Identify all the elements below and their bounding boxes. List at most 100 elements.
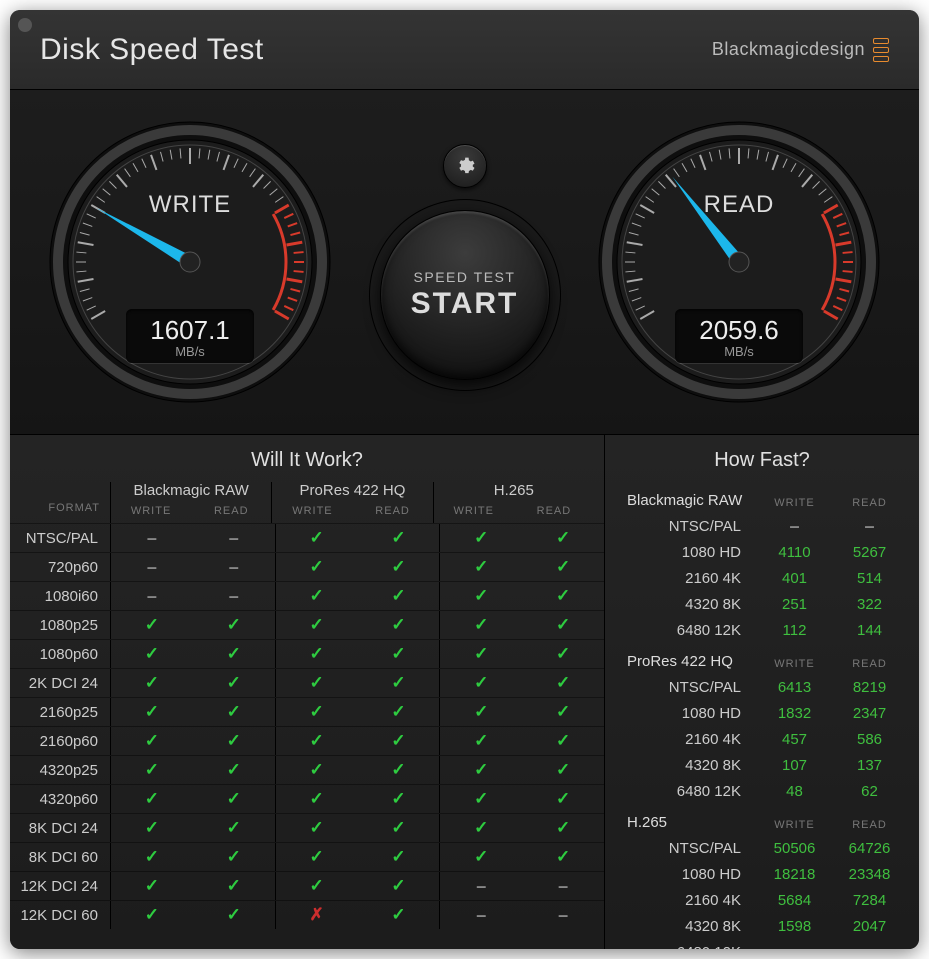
check-icon: ✓ [145, 847, 159, 867]
check-icon: ✓ [556, 760, 570, 780]
format-label: 1080i60 [10, 588, 110, 605]
format-label: 1080p60 [10, 646, 110, 663]
check-icon: ✓ [145, 818, 159, 838]
cell-group: ✓ ✓ [439, 785, 604, 813]
codec-header: Blackmagic RAW WRITEREAD [110, 482, 271, 523]
settings-button[interactable] [443, 144, 487, 188]
app-window: Disk Speed Test Blackmagicdesign WRITE 1… [10, 10, 919, 949]
dash-icon: – [476, 905, 486, 926]
cell-write: ✓ [440, 582, 522, 610]
app-title: Disk Speed Test [40, 33, 264, 67]
cell-group: ✓ ✓ [110, 727, 275, 755]
cell-group: ✓ ✓ [275, 524, 440, 552]
cell-group: – – [110, 553, 275, 581]
hf-write-value: 107 [757, 757, 832, 774]
cell-read: ✓ [193, 756, 275, 784]
check-icon: ✓ [227, 644, 241, 664]
format-label: 2160p25 [10, 704, 110, 721]
cell-group: ✓ ✓ [275, 640, 440, 668]
format-label: 4320p25 [10, 762, 110, 779]
table-row: 4320p60 ✓ ✓ ✓ ✓ ✓ ✓ [10, 784, 604, 813]
read-header: READ [191, 505, 271, 523]
cell-group: – – [110, 524, 275, 552]
format-label: NTSC/PAL [10, 530, 110, 547]
cell-write: ✓ [111, 640, 193, 668]
check-icon: ✓ [227, 702, 241, 722]
start-big-text: START [411, 287, 519, 321]
table-row: 8K DCI 24 ✓ ✓ ✓ ✓ ✓ ✓ [10, 813, 604, 842]
hf-read-value: 2347 [832, 705, 907, 722]
hf-read-value: 144 [832, 622, 907, 639]
check-icon: ✓ [309, 731, 323, 751]
cell-read: ✓ [522, 727, 604, 755]
cell-write: – [111, 524, 193, 552]
cell-read: ✓ [522, 553, 604, 581]
hf-format: 6480 12K [617, 783, 757, 800]
check-icon: ✓ [391, 615, 405, 635]
header: Disk Speed Test Blackmagicdesign [10, 10, 919, 90]
check-icon: ✓ [556, 528, 570, 548]
check-icon: ✓ [309, 847, 323, 867]
check-icon: ✓ [474, 615, 488, 635]
write-header: WRITE [757, 658, 832, 670]
check-icon: ✓ [391, 586, 405, 606]
check-icon: ✓ [309, 789, 323, 809]
hf-write-value: 18218 [757, 866, 832, 883]
write-header: WRITE [111, 505, 191, 523]
cell-read: – [522, 872, 604, 900]
hf-title: How Fast? [605, 435, 919, 482]
hf-write-value: 401 [757, 570, 832, 587]
hf-format: 4320 8K [617, 596, 757, 613]
hf-row: 4320 8K 1598 2047 [617, 913, 907, 939]
check-icon: ✓ [227, 673, 241, 693]
cell-group: ✓ ✓ [439, 553, 604, 581]
cell-group: ✓ ✓ [275, 785, 440, 813]
hf-row: 4320 8K 251 322 [617, 591, 907, 617]
cell-read: ✓ [193, 698, 275, 726]
check-icon: ✓ [145, 876, 159, 896]
start-button[interactable]: SPEED TEST START [380, 210, 550, 380]
cell-write: – [440, 872, 522, 900]
format-header: FORMAT [10, 482, 110, 523]
center-controls: SPEED TEST START [380, 144, 550, 380]
cell-read: ✓ [522, 698, 604, 726]
hf-row: 1080 HD 4110 5267 [617, 539, 907, 565]
how-fast-panel: How Fast? Blackmagic RAW WRITE READ NTSC… [605, 435, 919, 949]
cell-write: ✓ [111, 727, 193, 755]
cell-read: ✓ [358, 640, 440, 668]
hf-write-value: – [757, 942, 832, 950]
cell-write: ✓ [276, 756, 358, 784]
hf-row: 6480 12K 112 144 [617, 617, 907, 643]
check-icon: ✓ [556, 702, 570, 722]
hf-row: 2160 4K 457 586 [617, 726, 907, 752]
dash-icon: – [147, 528, 157, 549]
read-header: READ [832, 497, 907, 509]
check-icon: ✓ [556, 818, 570, 838]
codec-name: ProRes 422 HQ [272, 482, 432, 505]
format-label: 4320p60 [10, 791, 110, 808]
check-icon: ✓ [309, 586, 323, 606]
dash-icon: – [229, 557, 239, 578]
check-icon: ✓ [309, 528, 323, 548]
hf-format: 1080 HD [617, 866, 757, 883]
check-icon: ✓ [145, 789, 159, 809]
hf-read-value: 64726 [832, 840, 907, 857]
cell-write: ✓ [276, 553, 358, 581]
check-icon: ✓ [227, 760, 241, 780]
check-icon: ✓ [556, 789, 570, 809]
cell-write: ✓ [440, 669, 522, 697]
check-icon: ✓ [145, 644, 159, 664]
close-icon[interactable] [18, 18, 32, 32]
cell-read: ✓ [193, 727, 275, 755]
cell-group: ✓ ✓ [110, 756, 275, 784]
cell-write: ✓ [111, 756, 193, 784]
cell-group: – – [439, 901, 604, 929]
cell-read: ✓ [358, 727, 440, 755]
format-label: 12K DCI 24 [10, 878, 110, 895]
cell-read: ✓ [358, 843, 440, 871]
dash-icon: – [229, 528, 239, 549]
cell-write: ✓ [276, 640, 358, 668]
check-icon: ✓ [145, 615, 159, 635]
cell-read: ✓ [193, 785, 275, 813]
cell-read: ✓ [193, 611, 275, 639]
